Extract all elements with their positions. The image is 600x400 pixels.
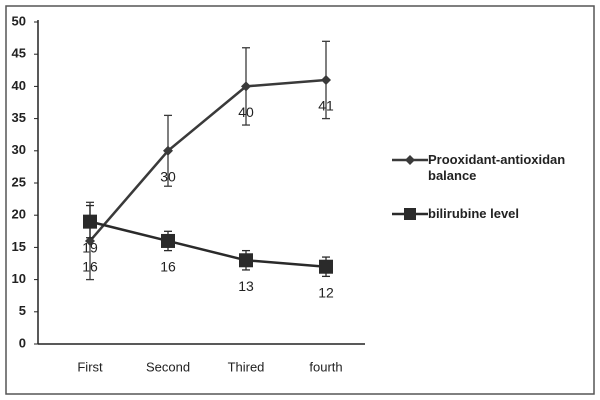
data-label: 30 [160, 169, 176, 185]
marker [241, 81, 251, 92]
y-tick-label: 45 [12, 46, 26, 61]
y-tick-label: 0 [19, 335, 26, 350]
y-tick-label: 25 [12, 174, 26, 189]
marker [239, 253, 253, 268]
legend-label: Prooxidant-antioxidan balance [428, 152, 566, 183]
chart-frame [5, 5, 595, 395]
series-line [89, 220, 327, 268]
y-tick-label: 5 [19, 303, 26, 318]
legend-item: Prooxidant-antioxidan balance [392, 152, 588, 184]
y-tick-label: 35 [12, 110, 26, 125]
marker [321, 74, 331, 85]
y-tick-label: 15 [12, 239, 26, 254]
legend-label: bilirubine level [428, 206, 520, 221]
data-label: 13 [238, 278, 254, 294]
marker [319, 259, 333, 274]
marker [85, 235, 95, 246]
legend-key [392, 155, 428, 165]
data-label: 12 [318, 284, 334, 300]
x-tick-label: Thired [228, 359, 265, 374]
legend-item: bilirubine level [392, 206, 588, 222]
data-label: 16 [160, 259, 176, 275]
data-label: 19 [82, 239, 98, 255]
x-tick-label: Second [146, 359, 190, 374]
x-tick-label: First [77, 359, 103, 374]
marker [83, 214, 97, 229]
x-tick-label: fourth [309, 359, 342, 374]
data-label: 16 [82, 259, 98, 275]
data-label: 41 [318, 98, 334, 114]
marker [163, 145, 173, 156]
legend-key [392, 208, 428, 220]
data-label: 40 [238, 104, 254, 120]
y-tick-label: 10 [12, 271, 26, 286]
y-tick-label: 40 [12, 78, 26, 93]
marker [161, 233, 175, 248]
series-line [89, 78, 327, 242]
y-tick-label: 30 [12, 142, 26, 157]
y-tick-label: 20 [12, 207, 26, 222]
y-tick-label: 50 [12, 13, 26, 28]
